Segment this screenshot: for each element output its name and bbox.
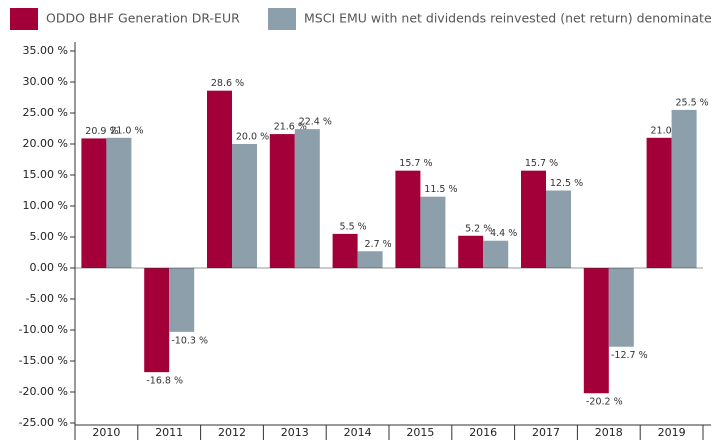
bar (646, 137, 672, 268)
y-tick-label: 25.00 % (23, 106, 68, 119)
data-label: 2.7 % (365, 239, 392, 250)
legend-label: MSCI EMU with net dividends reinvested (… (304, 11, 711, 26)
y-tick-label: 30.00 % (23, 75, 68, 88)
x-tick-label: 2012 (218, 426, 246, 439)
data-label: 5.2 % (465, 223, 492, 234)
data-label: 28.6 % (211, 78, 244, 89)
data-label: 15.7 % (399, 158, 432, 169)
data-label: -16.8 % (146, 376, 183, 387)
y-tick-label: -20.00 % (19, 385, 68, 398)
bar (269, 134, 295, 268)
y-tick-label: -15.00 % (19, 354, 68, 367)
y-tick-label: 5.00 % (30, 230, 68, 243)
bar (583, 268, 609, 394)
y-tick-label: -5.00 % (26, 292, 68, 305)
data-label: 22.4 % (299, 117, 332, 128)
x-tick-label: 2016 (469, 426, 497, 439)
y-tick-label: 10.00 % (23, 199, 68, 212)
data-label: 20.0 % (236, 132, 269, 143)
data-label: 25.5 % (675, 97, 708, 108)
data-label: 21.6 % (274, 122, 307, 133)
x-tick-label: 2018 (595, 426, 623, 439)
y-tick-label: 20.00 % (23, 137, 68, 150)
y-tick-label: 35.00 % (23, 44, 68, 57)
bar (420, 196, 446, 268)
x-tick-label: 2019 (658, 426, 686, 439)
bar (458, 235, 484, 268)
x-tick-label: 2015 (406, 426, 434, 439)
y-tick-label: 15.00 % (23, 168, 68, 181)
data-label: 11.5 % (424, 184, 457, 195)
data-label: -12.7 % (611, 350, 648, 361)
bar (357, 251, 383, 268)
data-label: 12.5 % (550, 178, 583, 189)
bar (207, 90, 232, 269)
data-label: 21.0 % (110, 125, 143, 136)
x-tick-label: 2017 (532, 426, 560, 439)
legend-swatch (268, 8, 296, 30)
bar (294, 129, 320, 268)
bar (483, 240, 509, 268)
x-tick-label: 2011 (155, 426, 183, 439)
x-tick-label: 2010 (92, 426, 120, 439)
y-tick-label: 0.00 % (30, 261, 68, 274)
x-tick-label: 2013 (281, 426, 309, 439)
bar (671, 109, 697, 269)
bar (521, 170, 546, 268)
legend-label: ODDO BHF Generation DR-EUR (46, 11, 240, 26)
legend-swatch (10, 8, 38, 30)
bar (106, 137, 132, 268)
bar (81, 138, 107, 268)
bar (546, 190, 571, 268)
data-label: -20.2 % (586, 397, 623, 408)
data-label: -10.3 % (171, 335, 208, 346)
bar (144, 268, 170, 373)
data-label: 4.4 % (490, 228, 517, 239)
bar (395, 170, 421, 268)
y-tick-label: -10.00 % (19, 323, 68, 336)
data-label: 20.9 % (85, 126, 118, 137)
bar (232, 144, 257, 268)
bar (608, 268, 634, 347)
data-label: 21.0 % (650, 125, 683, 136)
data-label: 5.5 % (340, 221, 367, 232)
bar (332, 233, 358, 268)
data-label: 15.7 % (525, 158, 558, 169)
bar (169, 268, 195, 332)
y-tick-label: -25.00 % (19, 416, 68, 429)
x-tick-label: 2014 (344, 426, 372, 439)
